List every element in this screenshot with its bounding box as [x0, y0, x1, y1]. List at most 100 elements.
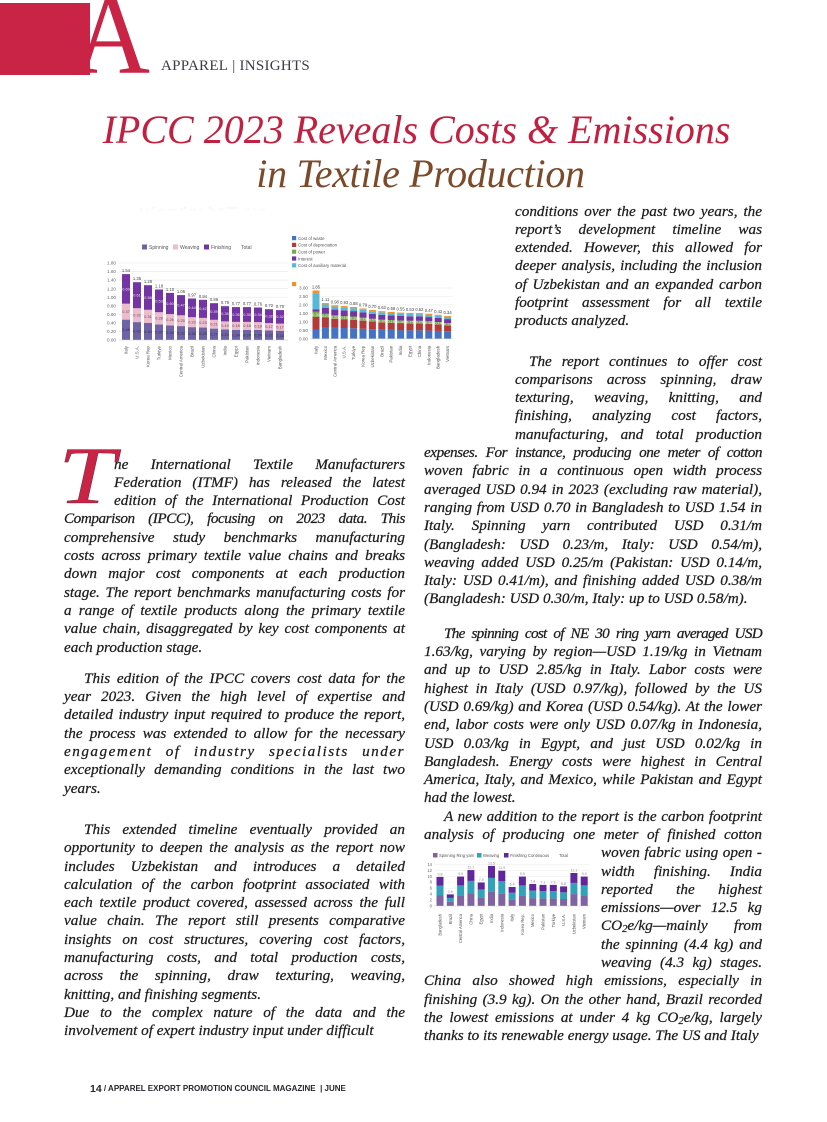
svg-text:1.11: 1.11: [321, 297, 330, 302]
svg-text:0.42: 0.42: [434, 309, 443, 314]
svg-text:1.80: 1.80: [107, 261, 116, 266]
svg-text:0.50: 0.50: [299, 328, 308, 333]
svg-text:11.1: 11.1: [571, 869, 578, 873]
svg-text:Finishing: Finishing: [211, 245, 231, 251]
svg-text:0.50: 0.50: [166, 302, 173, 306]
svg-text:Vietnam: Vietnam: [582, 914, 587, 930]
svg-text:China: China: [417, 345, 422, 357]
svg-text:Cost of auxiliary material: Cost of auxiliary material: [298, 263, 346, 268]
svg-text:India: India: [398, 345, 403, 355]
svg-text:0.29: 0.29: [199, 332, 206, 336]
svg-text:0.00: 0.00: [107, 338, 116, 343]
svg-text:0.61: 0.61: [133, 294, 140, 298]
svg-text:China: China: [212, 345, 217, 357]
svg-text:Bangladesh: Bangladesh: [436, 345, 441, 369]
svg-text:1.05: 1.05: [177, 289, 186, 294]
svg-text:0.24: 0.24: [221, 333, 228, 337]
svg-text:0.60: 0.60: [107, 312, 116, 317]
svg-text:0.22: 0.22: [265, 334, 272, 338]
svg-text:0.24: 0.24: [254, 333, 261, 337]
svg-text:6.4: 6.4: [510, 883, 515, 887]
svg-text:Weaving: Weaving: [180, 245, 200, 251]
svg-text:0.34: 0.34: [254, 313, 261, 317]
svg-text:0.77: 0.77: [232, 301, 241, 306]
svg-text:1.00: 1.00: [107, 295, 116, 300]
svg-text:Italy: Italy: [124, 345, 129, 354]
svg-text:Spinning Ring yarn: Spinning Ring yarn: [439, 853, 475, 858]
svg-text:Vietnam: Vietnam: [445, 345, 450, 361]
svg-text:0.58: 0.58: [144, 296, 151, 300]
svg-text:Brazil: Brazil: [379, 346, 384, 357]
svg-text:0.24: 0.24: [232, 333, 239, 337]
svg-text:0.76: 0.76: [254, 302, 263, 307]
svg-text:Korea Rep.: Korea Rep.: [520, 914, 525, 935]
svg-text:Finishing Continuous: Finishing Continuous: [510, 853, 549, 858]
svg-text:Egypt: Egypt: [479, 913, 484, 924]
svg-text:0.77: 0.77: [243, 301, 252, 306]
svg-text:0.37: 0.37: [155, 331, 162, 335]
svg-text:0.27: 0.27: [210, 333, 217, 337]
svg-text:Mexico: Mexico: [168, 345, 173, 359]
svg-text:Egypt: Egypt: [234, 345, 239, 357]
svg-text:3.00: 3.00: [299, 286, 308, 291]
svg-text:U.S.A.: U.S.A.: [135, 346, 140, 359]
svg-text:1.10: 1.10: [166, 287, 175, 292]
svg-text:Pakistan: Pakistan: [245, 345, 250, 362]
svg-text:Cost of waste: Cost of waste: [298, 236, 325, 241]
svg-text:0.70: 0.70: [276, 304, 285, 309]
svg-text:14: 14: [427, 862, 432, 867]
svg-text:Spinning: Spinning: [149, 245, 169, 251]
svg-text:0.35: 0.35: [243, 313, 250, 317]
svg-text:0.86: 0.86: [210, 297, 219, 302]
svg-text:Cost of depreciation: Cost of depreciation: [298, 243, 338, 248]
svg-text:0.13: 0.13: [444, 323, 451, 327]
svg-text:0.17: 0.17: [276, 326, 283, 330]
svg-text:0.94: 0.94: [199, 294, 208, 299]
svg-text:1.20: 1.20: [107, 286, 116, 291]
svg-text:1.40: 1.40: [107, 278, 116, 283]
svg-text:Brazil: Brazil: [448, 914, 453, 924]
svg-text:0.36: 0.36: [221, 312, 228, 316]
svg-text:0.55: 0.55: [397, 307, 406, 312]
svg-text:0.30: 0.30: [188, 332, 195, 336]
svg-text:0: 0: [430, 904, 433, 909]
svg-text:0.48: 0.48: [122, 328, 129, 332]
svg-text:0.34: 0.34: [444, 310, 453, 315]
svg-text:0.79: 0.79: [359, 303, 368, 308]
svg-text:0.22: 0.22: [276, 334, 283, 338]
svg-text:0.40: 0.40: [107, 321, 116, 326]
svg-text:12.1: 12.1: [467, 866, 474, 870]
svg-text:2.50: 2.50: [299, 294, 308, 299]
svg-text:Bangladesh: Bangladesh: [278, 345, 283, 369]
svg-text:4: 4: [430, 892, 433, 897]
svg-text:Pakistan: Pakistan: [541, 914, 546, 930]
svg-text:0.20: 0.20: [107, 329, 116, 334]
svg-text:0.37: 0.37: [122, 310, 129, 314]
svg-text:9.9: 9.9: [582, 872, 587, 876]
svg-text:Italy: Italy: [314, 345, 319, 354]
svg-text:12: 12: [427, 868, 432, 873]
svg-text:6.6: 6.6: [561, 882, 566, 886]
svg-text:0.15: 0.15: [416, 321, 423, 325]
svg-text:7.1: 7.1: [541, 881, 546, 885]
svg-text:Interest: Interest: [298, 256, 313, 261]
svg-text:0.17: 0.17: [369, 319, 376, 323]
svg-text:0.25: 0.25: [177, 319, 184, 323]
svg-text:1.00: 1.00: [299, 320, 308, 325]
svg-text:0.18: 0.18: [243, 324, 250, 328]
svg-text:0.35: 0.35: [232, 313, 239, 317]
svg-text:Pakistan: Pakistan: [389, 345, 394, 362]
svg-text:0.97: 0.97: [188, 293, 197, 298]
svg-text:Korea Rep: Korea Rep: [361, 345, 366, 367]
svg-text:10: 10: [427, 874, 432, 879]
svg-text:0.30: 0.30: [312, 313, 319, 317]
svg-text:3.9: 3.9: [448, 890, 453, 894]
svg-text:0.47: 0.47: [425, 308, 434, 313]
svg-text:Uzbekistan: Uzbekistan: [201, 345, 206, 367]
svg-text:0.20: 0.20: [331, 316, 338, 320]
svg-text:6: 6: [430, 886, 433, 891]
svg-text:Total: Total: [241, 245, 252, 251]
svg-text:0.80: 0.80: [107, 303, 116, 308]
svg-text:0.31: 0.31: [144, 315, 151, 319]
svg-text:U.S.A.: U.S.A.: [561, 914, 566, 926]
